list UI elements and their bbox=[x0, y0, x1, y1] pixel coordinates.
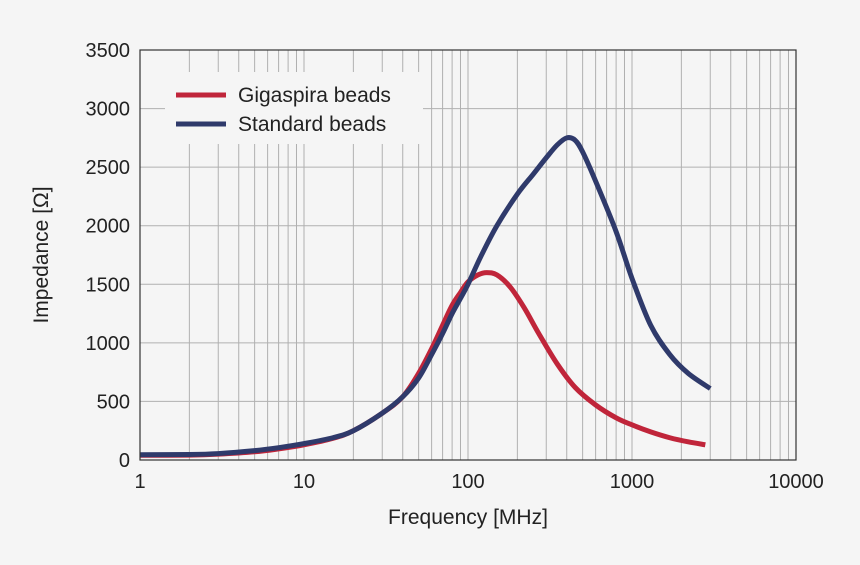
y-tick-label: 1000 bbox=[86, 333, 131, 355]
legend-label-gigaspira: Gigaspira beads bbox=[238, 84, 391, 107]
y-tick-label: 3000 bbox=[86, 99, 131, 121]
y-tick-labels: 0 500 1000 1500 2000 2500 3000 3500 bbox=[86, 40, 131, 472]
plot-frame bbox=[139, 49, 797, 461]
y-tick-label: 0 bbox=[119, 450, 130, 472]
y-tick-label: 2500 bbox=[86, 157, 131, 179]
y-tick-label: 1500 bbox=[86, 274, 131, 296]
y-tick-label: 3500 bbox=[86, 40, 131, 62]
x-tick-label: 1000 bbox=[610, 471, 655, 493]
x-tick-labels: 1 10 100 1000 10000 bbox=[134, 471, 823, 493]
x-tick-label: 10 bbox=[293, 471, 315, 493]
series-line-standard bbox=[139, 135, 712, 458]
legend-label-standard: Standard beads bbox=[238, 113, 386, 136]
x-tick-label: 10000 bbox=[768, 471, 824, 493]
x-tick-label: 1 bbox=[134, 471, 145, 493]
series-group bbox=[139, 135, 712, 458]
x-tick-label: 100 bbox=[451, 471, 484, 493]
x-axis-title: Frequency [MHz] bbox=[388, 506, 548, 529]
legend: Gigaspira beads Standard beads bbox=[165, 72, 423, 144]
y-tick-label: 500 bbox=[97, 391, 130, 413]
legend-box bbox=[165, 72, 423, 144]
y-tick-label: 2000 bbox=[86, 216, 131, 238]
y-axis-title: Impedance [Ω] bbox=[30, 186, 53, 323]
